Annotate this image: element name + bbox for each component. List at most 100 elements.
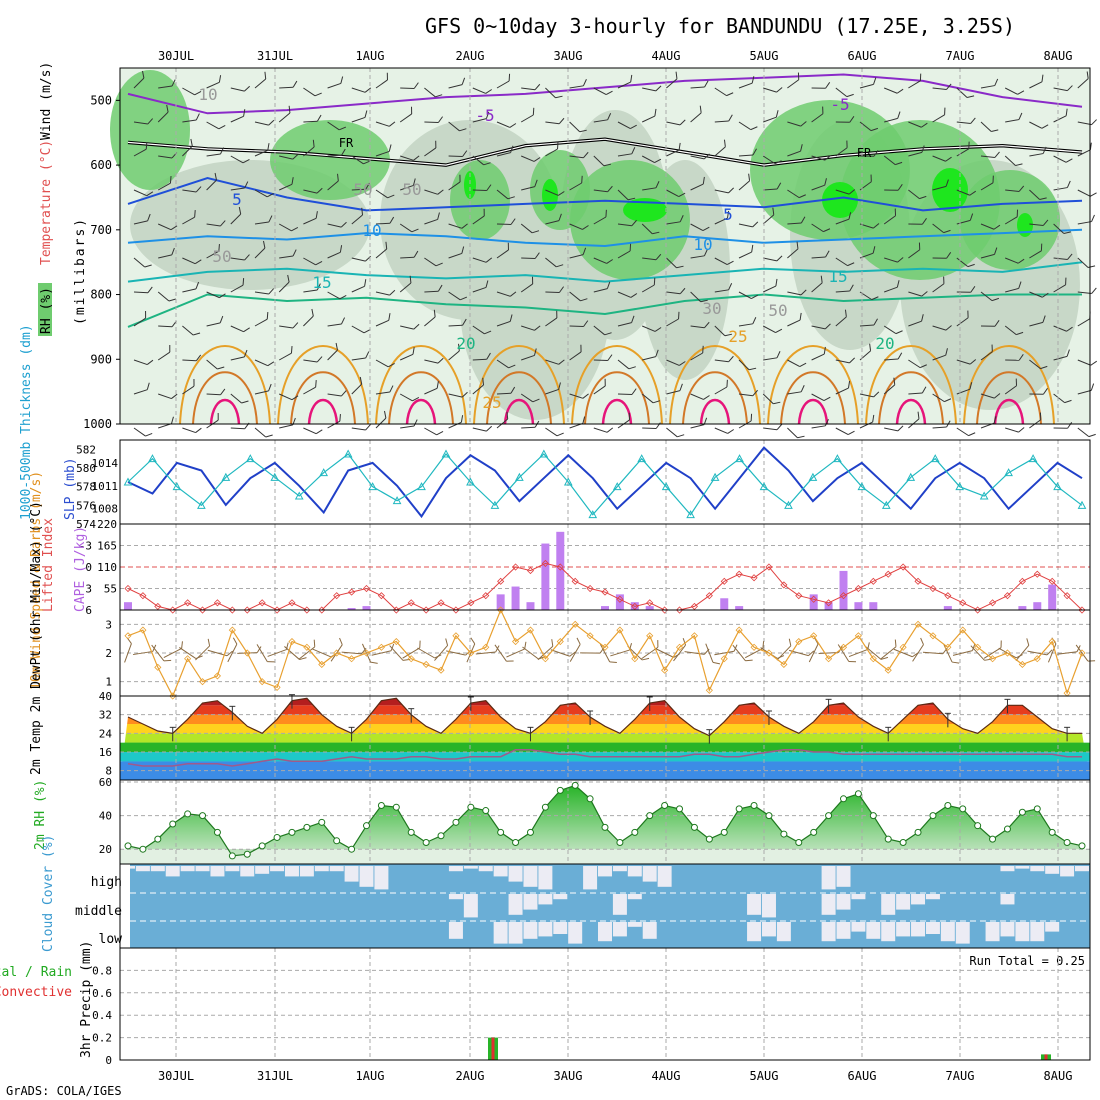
thickness-point — [294, 491, 304, 500]
barb-flag — [315, 429, 323, 435]
barb-flag — [776, 351, 781, 359]
wind-barb — [278, 223, 299, 232]
wind-barb — [327, 148, 346, 157]
barb-shaft — [312, 648, 332, 658]
barb-shaft — [952, 650, 973, 656]
wind-barb — [908, 314, 924, 327]
barb-flag — [244, 254, 250, 261]
barb-shaft — [424, 387, 438, 395]
barb-shaft — [787, 121, 801, 127]
barb-flag — [1090, 192, 1097, 197]
barb-shaft — [434, 645, 448, 661]
thickness-point — [979, 491, 989, 500]
cloud-gap — [448, 894, 463, 900]
barb-shaft — [399, 113, 412, 123]
wind-barb — [182, 378, 195, 395]
barb-shaft — [327, 349, 338, 361]
wind-barb — [351, 424, 371, 431]
barb-shaft — [303, 120, 318, 123]
wind-barb — [884, 352, 903, 361]
barb-flag — [702, 176, 705, 185]
rh-green-region — [530, 150, 590, 230]
barb-flag — [895, 330, 903, 335]
barb-flag — [921, 291, 928, 297]
rh-point — [601, 823, 609, 831]
barb-shaft — [617, 322, 632, 327]
cloud-gap — [508, 866, 523, 882]
barb-shaft — [1057, 651, 1078, 655]
rh-point — [333, 837, 341, 845]
barb-shaft — [980, 155, 995, 158]
cape-bar — [1018, 606, 1027, 610]
rh-point — [959, 805, 967, 813]
wind-speed-point — [198, 678, 207, 686]
wind-barb — [593, 87, 613, 96]
barb-flag — [774, 160, 782, 165]
barb-shaft — [351, 214, 363, 225]
barb-flag — [339, 245, 343, 253]
barb-flag — [1089, 142, 1092, 150]
cloud-gap — [568, 922, 583, 944]
barb-shaft — [1004, 325, 1017, 336]
cloud-gap — [299, 866, 314, 877]
wind-barb — [254, 383, 272, 395]
wind-speed-point — [303, 643, 311, 651]
isotherm-10 — [127, 228, 1083, 248]
lifted-tick: 6 — [85, 604, 92, 617]
barb-flag — [800, 144, 803, 152]
barb-flag — [897, 425, 904, 432]
wind-speed-point — [1033, 655, 1041, 663]
wind-barb — [399, 223, 419, 233]
barb-flag — [1042, 292, 1049, 298]
barb-flag — [752, 317, 757, 325]
wind-barb — [424, 284, 443, 293]
top-date-label: 3AUG — [554, 49, 583, 63]
lifted-tick: 3 — [85, 583, 92, 596]
wind-speed-point — [929, 632, 937, 640]
barb-flag — [1091, 214, 1095, 222]
barb-shaft — [893, 648, 913, 658]
barb-shaft — [279, 255, 294, 259]
cloud-gap — [598, 866, 612, 877]
barb-flag — [195, 354, 202, 362]
surface-wind-barb — [776, 638, 792, 661]
barb-shaft — [351, 357, 366, 361]
barb-flag — [390, 643, 395, 651]
barb-shaft — [569, 393, 584, 399]
barb-shaft — [932, 87, 947, 90]
wind-barb — [545, 141, 559, 157]
surface-wind-barb — [371, 643, 395, 656]
barb-flag — [335, 342, 338, 351]
barb-flag — [994, 320, 1000, 327]
rh-point — [705, 835, 713, 843]
wind-barb — [908, 73, 922, 89]
barb-flag — [461, 391, 468, 398]
surface-wind-barb — [705, 643, 721, 665]
isotherm-30 — [290, 371, 356, 425]
wind-speed-point — [661, 666, 669, 674]
barb-flag — [1016, 209, 1019, 217]
barb-flag — [1015, 378, 1018, 386]
barb-flag — [1018, 281, 1022, 289]
barb-shaft — [1077, 389, 1092, 395]
barb-flag — [776, 255, 783, 262]
barb-shaft — [776, 645, 792, 661]
wind-barb — [472, 155, 491, 166]
rh2m-tick: 60 — [99, 776, 112, 789]
barb-shaft — [545, 189, 559, 196]
barb-flag — [507, 242, 509, 250]
bottom-date-label: 6AUG — [848, 1069, 877, 1083]
barb-flag — [314, 92, 322, 97]
barb-shaft — [980, 121, 992, 132]
freezing-label: FR — [857, 146, 872, 160]
lifted-index-point — [407, 599, 415, 607]
temp2m-tick: 8 — [105, 765, 112, 778]
rh-point — [467, 803, 475, 811]
barb-shaft — [690, 223, 704, 232]
barb-flag — [219, 315, 224, 324]
wind-barb — [835, 87, 854, 98]
barb-shaft — [811, 282, 823, 293]
barb-shaft — [496, 189, 509, 200]
wind-barb — [545, 87, 563, 99]
